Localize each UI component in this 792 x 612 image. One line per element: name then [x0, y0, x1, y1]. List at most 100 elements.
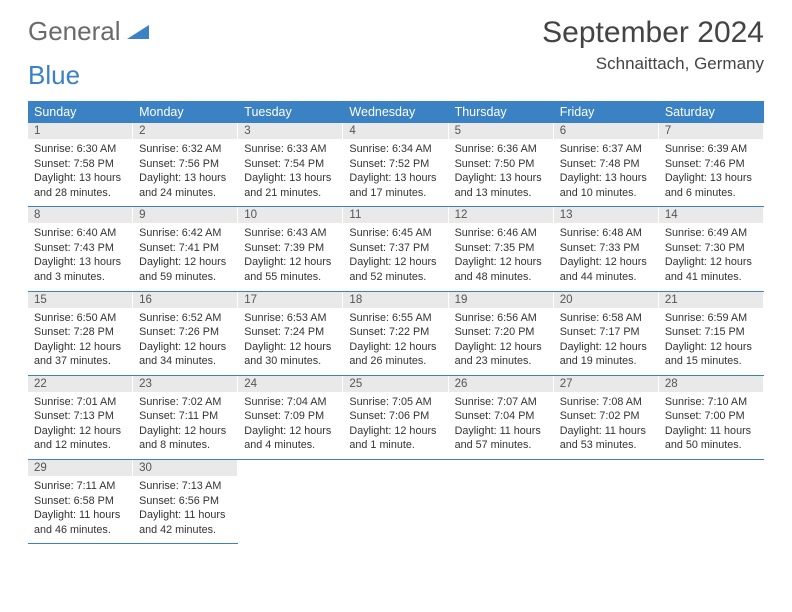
day-info: Sunrise: 6:58 AMSunset: 7:17 PMDaylight:…: [554, 308, 659, 375]
calendar-cell: 1Sunrise: 6:30 AMSunset: 7:58 PMDaylight…: [28, 123, 133, 207]
calendar-cell: [343, 460, 448, 544]
calendar-cell: 10Sunrise: 6:43 AMSunset: 7:39 PMDayligh…: [238, 207, 343, 291]
calendar-table: Sunday Monday Tuesday Wednesday Thursday…: [28, 101, 764, 544]
calendar-cell: 27Sunrise: 7:08 AMSunset: 7:02 PMDayligh…: [554, 375, 659, 459]
weekday-saturday: Saturday: [659, 101, 764, 123]
day-info: Sunrise: 6:30 AMSunset: 7:58 PMDaylight:…: [28, 139, 133, 206]
calendar-cell: 22Sunrise: 7:01 AMSunset: 7:13 PMDayligh…: [28, 375, 133, 459]
calendar-cell: 24Sunrise: 7:04 AMSunset: 7:09 PMDayligh…: [238, 375, 343, 459]
calendar-cell: 3Sunrise: 6:33 AMSunset: 7:54 PMDaylight…: [238, 123, 343, 207]
day-number: 28: [659, 376, 764, 392]
calendar-row: 22Sunrise: 7:01 AMSunset: 7:13 PMDayligh…: [28, 375, 764, 459]
day-number: 7: [659, 123, 764, 139]
calendar-cell: 23Sunrise: 7:02 AMSunset: 7:11 PMDayligh…: [133, 375, 238, 459]
calendar-cell: 17Sunrise: 6:53 AMSunset: 7:24 PMDayligh…: [238, 291, 343, 375]
weekday-friday: Friday: [554, 101, 659, 123]
day-info: Sunrise: 6:34 AMSunset: 7:52 PMDaylight:…: [343, 139, 448, 206]
day-number: 17: [238, 292, 343, 308]
calendar-cell: [659, 460, 764, 544]
calendar-cell: 15Sunrise: 6:50 AMSunset: 7:28 PMDayligh…: [28, 291, 133, 375]
calendar-cell: 18Sunrise: 6:55 AMSunset: 7:22 PMDayligh…: [343, 291, 448, 375]
day-number: 12: [449, 207, 554, 223]
month-title: September 2024: [542, 16, 764, 50]
day-number: 29: [28, 460, 133, 476]
day-info: Sunrise: 7:04 AMSunset: 7:09 PMDaylight:…: [238, 392, 343, 459]
weekday-sunday: Sunday: [28, 101, 133, 123]
weekday-wednesday: Wednesday: [343, 101, 448, 123]
day-number: 9: [133, 207, 238, 223]
day-info: Sunrise: 6:33 AMSunset: 7:54 PMDaylight:…: [238, 139, 343, 206]
day-number: 27: [554, 376, 659, 392]
calendar-cell: 5Sunrise: 6:36 AMSunset: 7:50 PMDaylight…: [449, 123, 554, 207]
weekday-tuesday: Tuesday: [238, 101, 343, 123]
day-number: 26: [449, 376, 554, 392]
day-info: Sunrise: 7:02 AMSunset: 7:11 PMDaylight:…: [133, 392, 238, 459]
day-info: Sunrise: 6:32 AMSunset: 7:56 PMDaylight:…: [133, 139, 238, 206]
calendar-cell: 30Sunrise: 7:13 AMSunset: 6:56 PMDayligh…: [133, 460, 238, 544]
day-number: 25: [343, 376, 448, 392]
day-info: Sunrise: 7:11 AMSunset: 6:58 PMDaylight:…: [28, 476, 133, 543]
day-info: Sunrise: 6:48 AMSunset: 7:33 PMDaylight:…: [554, 223, 659, 290]
calendar-cell: [554, 460, 659, 544]
day-info: Sunrise: 7:05 AMSunset: 7:06 PMDaylight:…: [343, 392, 448, 459]
logo-shape-icon: [127, 19, 149, 44]
day-number: 8: [28, 207, 133, 223]
day-info: Sunrise: 6:45 AMSunset: 7:37 PMDaylight:…: [343, 223, 448, 290]
calendar-cell: 13Sunrise: 6:48 AMSunset: 7:33 PMDayligh…: [554, 207, 659, 291]
day-number: 23: [133, 376, 238, 392]
day-number: 2: [133, 123, 238, 139]
day-number: 3: [238, 123, 343, 139]
day-info: Sunrise: 6:43 AMSunset: 7:39 PMDaylight:…: [238, 223, 343, 290]
day-info: Sunrise: 7:10 AMSunset: 7:00 PMDaylight:…: [659, 392, 764, 459]
calendar-cell: 25Sunrise: 7:05 AMSunset: 7:06 PMDayligh…: [343, 375, 448, 459]
day-number: 18: [343, 292, 448, 308]
day-info: Sunrise: 6:36 AMSunset: 7:50 PMDaylight:…: [449, 139, 554, 206]
calendar-cell: 21Sunrise: 6:59 AMSunset: 7:15 PMDayligh…: [659, 291, 764, 375]
calendar-cell: 28Sunrise: 7:10 AMSunset: 7:00 PMDayligh…: [659, 375, 764, 459]
calendar-cell: 19Sunrise: 6:56 AMSunset: 7:20 PMDayligh…: [449, 291, 554, 375]
day-info: Sunrise: 6:59 AMSunset: 7:15 PMDaylight:…: [659, 308, 764, 375]
day-number: 24: [238, 376, 343, 392]
day-info: Sunrise: 6:53 AMSunset: 7:24 PMDaylight:…: [238, 308, 343, 375]
day-info: Sunrise: 6:56 AMSunset: 7:20 PMDaylight:…: [449, 308, 554, 375]
day-info: Sunrise: 6:55 AMSunset: 7:22 PMDaylight:…: [343, 308, 448, 375]
day-number: 20: [554, 292, 659, 308]
calendar-cell: 4Sunrise: 6:34 AMSunset: 7:52 PMDaylight…: [343, 123, 448, 207]
calendar-cell: 14Sunrise: 6:49 AMSunset: 7:30 PMDayligh…: [659, 207, 764, 291]
day-info: Sunrise: 6:42 AMSunset: 7:41 PMDaylight:…: [133, 223, 238, 290]
day-number: 4: [343, 123, 448, 139]
weekday-thursday: Thursday: [449, 101, 554, 123]
calendar-cell: 7Sunrise: 6:39 AMSunset: 7:46 PMDaylight…: [659, 123, 764, 207]
logo-general: General: [28, 16, 121, 47]
day-number: 19: [449, 292, 554, 308]
weekday-row: Sunday Monday Tuesday Wednesday Thursday…: [28, 101, 764, 123]
day-info: Sunrise: 6:40 AMSunset: 7:43 PMDaylight:…: [28, 223, 133, 290]
day-info: Sunrise: 7:07 AMSunset: 7:04 PMDaylight:…: [449, 392, 554, 459]
calendar-row: 29Sunrise: 7:11 AMSunset: 6:58 PMDayligh…: [28, 460, 764, 544]
day-info: Sunrise: 6:50 AMSunset: 7:28 PMDaylight:…: [28, 308, 133, 375]
calendar-cell: 9Sunrise: 6:42 AMSunset: 7:41 PMDaylight…: [133, 207, 238, 291]
calendar-cell: 2Sunrise: 6:32 AMSunset: 7:56 PMDaylight…: [133, 123, 238, 207]
calendar-cell: 12Sunrise: 6:46 AMSunset: 7:35 PMDayligh…: [449, 207, 554, 291]
day-number: 15: [28, 292, 133, 308]
day-number: 10: [238, 207, 343, 223]
calendar-row: 15Sunrise: 6:50 AMSunset: 7:28 PMDayligh…: [28, 291, 764, 375]
day-info: Sunrise: 7:13 AMSunset: 6:56 PMDaylight:…: [133, 476, 238, 543]
day-number: 21: [659, 292, 764, 308]
day-number: 5: [449, 123, 554, 139]
calendar-cell: 6Sunrise: 6:37 AMSunset: 7:48 PMDaylight…: [554, 123, 659, 207]
day-number: 22: [28, 376, 133, 392]
day-info: Sunrise: 6:49 AMSunset: 7:30 PMDaylight:…: [659, 223, 764, 290]
day-number: 1: [28, 123, 133, 139]
calendar-cell: [449, 460, 554, 544]
day-info: Sunrise: 6:37 AMSunset: 7:48 PMDaylight:…: [554, 139, 659, 206]
day-info: Sunrise: 6:46 AMSunset: 7:35 PMDaylight:…: [449, 223, 554, 290]
calendar-row: 8Sunrise: 6:40 AMSunset: 7:43 PMDaylight…: [28, 207, 764, 291]
calendar-cell: 8Sunrise: 6:40 AMSunset: 7:43 PMDaylight…: [28, 207, 133, 291]
day-info: Sunrise: 7:08 AMSunset: 7:02 PMDaylight:…: [554, 392, 659, 459]
day-number: 13: [554, 207, 659, 223]
calendar-row: 1Sunrise: 6:30 AMSunset: 7:58 PMDaylight…: [28, 123, 764, 207]
day-number: 30: [133, 460, 238, 476]
day-info: Sunrise: 7:01 AMSunset: 7:13 PMDaylight:…: [28, 392, 133, 459]
calendar-cell: 20Sunrise: 6:58 AMSunset: 7:17 PMDayligh…: [554, 291, 659, 375]
